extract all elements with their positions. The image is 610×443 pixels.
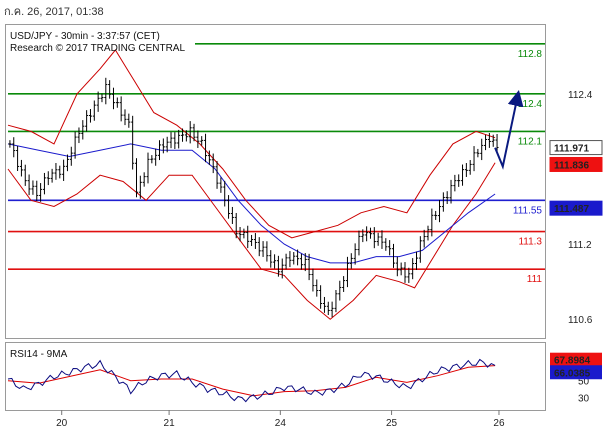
rsi-tick-label-1: 30 [578, 393, 590, 404]
level-label-1: 112.4 [518, 99, 543, 110]
timestamp: ก.ค. 26, 2017, 01:38 [4, 6, 104, 18]
price-tag-2 [549, 200, 603, 216]
moving-average [7, 143, 496, 264]
rsi-tag-0 [550, 352, 602, 367]
x-tick-label-0: 20 [56, 418, 68, 429]
level-label-2: 112.1 [518, 136, 543, 147]
rsi-panel [5, 342, 546, 411]
x-tick-label-2: 24 [275, 418, 287, 429]
level-label-3: 111.55 [513, 205, 543, 216]
level-label-4: 111.3 [518, 237, 542, 248]
copyright-label: Research © 2017 TRADING CENTRAL [10, 43, 185, 54]
price-tag-label-0: 111.971 [554, 144, 589, 155]
level-label-0: 112.8 [518, 49, 543, 60]
x-tick-label-1: 21 [164, 418, 176, 429]
forecast-arrow [494, 89, 524, 170]
rsi-tag-label-0: 67.8984 [554, 356, 591, 367]
rsi-tag-label-1: 66.0385 [554, 368, 591, 379]
bollinger-lower [7, 162, 496, 320]
bollinger-upper [7, 49, 496, 239]
price-tag-0 [549, 140, 603, 156]
x-tick-label-3: 25 [386, 418, 398, 429]
main-panel [5, 24, 546, 339]
rsi-tick-label-0: 50 [578, 377, 590, 388]
price-tag-label-1: 111.836 [554, 160, 589, 171]
x-tick-label-4: 26 [493, 418, 505, 429]
price-tag-label-2: 111.487 [554, 204, 589, 215]
y-tick-label-2: 110.6 [568, 315, 593, 326]
rsi-line [7, 358, 496, 403]
price-tag-1 [549, 156, 603, 172]
y-tick-label-1: 111.2 [568, 240, 592, 251]
level-label-5: 111 [527, 274, 543, 285]
rsi-title: RSI14 - 9MA [10, 349, 68, 360]
instrument-label: USD/JPY - 30min - 3:37:57 (CET) [10, 31, 160, 42]
rsi-tag-1 [550, 365, 602, 380]
y-tick-label-0: 112.4 [568, 90, 593, 101]
